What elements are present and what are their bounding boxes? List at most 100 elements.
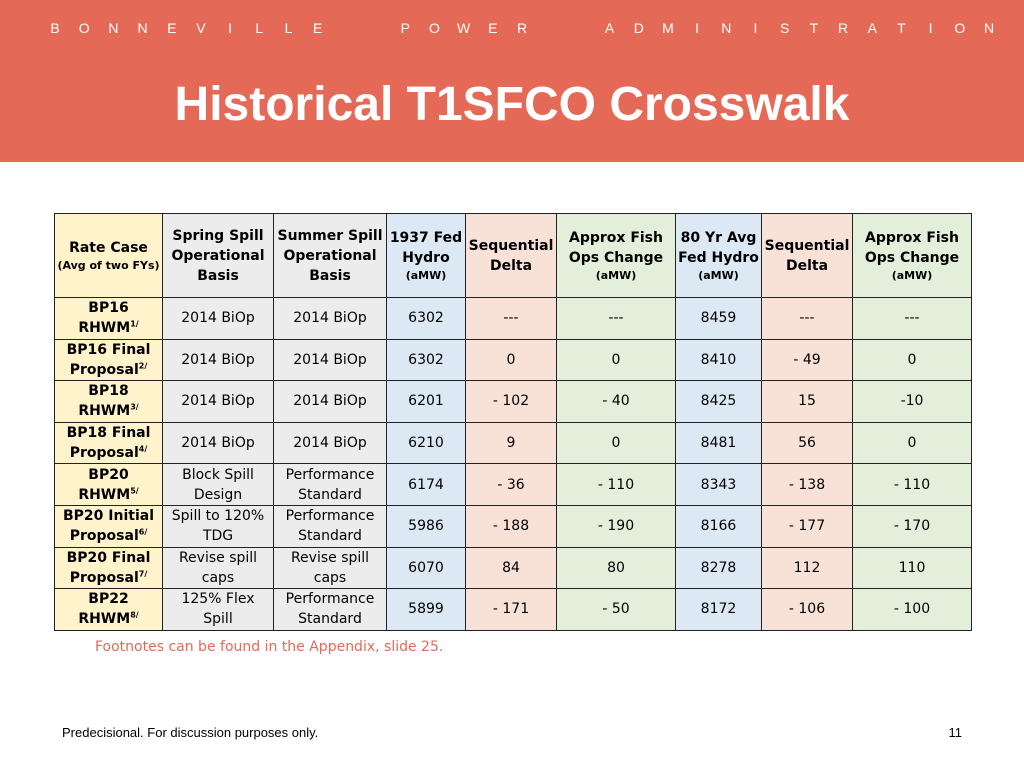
fish-ops-change-1937-cell: - 190 [556, 504, 676, 548]
footnote-marker: 6/ [138, 527, 148, 537]
table-row: BP18 RHWM3/2014 BiOp 2014 BiOp 6201- 102- … [54, 380, 972, 423]
org-letter: N [137, 20, 148, 36]
table-row: BP20 Final Proposal7/Revise spill caps Re… [54, 546, 972, 590]
org-letter [369, 20, 383, 36]
rate-case-label: BP16 RHWM [78, 300, 131, 337]
org-letter: D [633, 20, 644, 36]
org-letter: O [78, 20, 90, 36]
sequential-delta-1937-cell: - 102 [465, 380, 557, 423]
org-letter: E [313, 20, 323, 36]
fish-ops-change-80yr-cell: --- [852, 297, 972, 340]
org-letter: M [662, 20, 674, 36]
rate-case-cell: BP16 Final Proposal2/ [54, 338, 163, 382]
crosswalk-table: Rate Case (Avg of two FYs) Spring Spill Op… [54, 213, 972, 631]
fed-hydro-1937-cell: 6302 [386, 338, 466, 382]
org-letter: P [400, 20, 410, 36]
fish-ops-change-80yr-cell: 0 [852, 421, 972, 465]
footnote-marker: 8/ [130, 610, 139, 620]
table-row: BP20 RHWM5/Block Spill Design Performance… [54, 463, 972, 506]
summer-spill-cell: 2014 BiOp [273, 421, 387, 465]
org-letter: T [897, 20, 906, 36]
org-letter: O [954, 20, 966, 36]
spring-spill-cell: 2014 BiOp [162, 380, 274, 423]
org-letter: T [809, 20, 819, 36]
footnote-reference: Footnotes can be found in the Appendix, … [95, 639, 444, 655]
footnote-marker: 1/ [130, 319, 139, 329]
header-spring-spill: Spring Spill Operational Basis [162, 213, 274, 298]
header-unit: (aMW) [698, 268, 739, 282]
sequential-delta-80yr-cell: - 49 [761, 338, 853, 382]
org-letter: A [867, 20, 877, 36]
spring-spill-cell: 2014 BiOp [162, 297, 274, 340]
footnote-marker: 2/ [138, 361, 148, 371]
rate-case-cell: BP20 Final Proposal7/ [54, 546, 163, 590]
summer-spill-cell: Performance Standard [273, 504, 387, 548]
sequential-delta-80yr-cell: - 177 [761, 504, 853, 548]
fed-hydro-1937-cell: 6210 [386, 421, 466, 465]
rate-case-label: BP18 Final Proposal [66, 425, 151, 462]
spring-spill-cell: 2014 BiOp [162, 338, 274, 382]
org-letter: E [488, 20, 498, 36]
header-label: 1937 Fed Hydro [389, 229, 463, 266]
sequential-delta-80yr-cell: 56 [761, 421, 853, 465]
fed-hydro-1937-cell: 6201 [386, 380, 466, 423]
org-letter: S [780, 20, 790, 36]
table-row: BP22 RHWM8/125% Flex Spill Performance St… [54, 588, 972, 631]
fed-hydro-1937-cell: 6070 [386, 546, 466, 590]
fish-ops-change-1937-cell: - 40 [556, 380, 676, 423]
rate-case-cell: BP22 RHWM8/ [54, 588, 163, 631]
title-banner: B O N N E V I L L E P O W E R A D M I N I S T R A T I O N Historic… [0, 0, 1024, 162]
fish-ops-change-80yr-cell: 0 [852, 338, 972, 382]
org-letter: B [50, 20, 60, 36]
org-letter: O [428, 20, 440, 36]
fish-ops-change-1937-cell: - 50 [556, 588, 676, 631]
footnote-marker: 3/ [130, 402, 139, 412]
fish-ops-change-80yr-cell: -10 [852, 380, 972, 423]
org-letter: L [255, 20, 264, 36]
sequential-delta-1937-cell: 84 [465, 546, 557, 590]
org-letter [340, 20, 354, 36]
org-letter [573, 20, 587, 36]
sequential-delta-80yr-cell: - 138 [761, 463, 853, 506]
rate-case-label: BP16 Final Proposal [66, 341, 151, 378]
summer-spill-cell: 2014 BiOp [273, 338, 387, 382]
fish-ops-change-1937-cell: 80 [556, 546, 676, 590]
header-label: Sequential Delta [764, 237, 850, 274]
fed-hydro-80yr-cell: 8410 [675, 338, 762, 382]
header-fish-ops-change-80yr: Approx Fish Ops Change (aMW) [852, 213, 972, 298]
org-letter: I [695, 20, 700, 36]
rate-case-cell: BP16 RHWM1/ [54, 297, 163, 340]
rate-case-label: BP20 Initial Proposal [63, 508, 154, 545]
table-row: BP18 Final Proposal4/2014 BiOp 2014 BiOp 6… [54, 421, 972, 465]
sequential-delta-80yr-cell: 112 [761, 546, 853, 590]
sequential-delta-1937-cell: - 188 [465, 504, 557, 548]
fed-hydro-1937-cell: 5899 [386, 588, 466, 631]
fed-hydro-80yr-cell: 8343 [675, 463, 762, 506]
summer-spill-cell: 2014 BiOp [273, 380, 387, 423]
table-row: BP20 Initial Proposal6/Spill to 120% TDG… [54, 504, 972, 548]
fed-hydro-80yr-cell: 8166 [675, 504, 762, 548]
fed-hydro-80yr-cell: 8425 [675, 380, 762, 423]
footnote-marker: 4/ [138, 444, 148, 454]
fish-ops-change-80yr-cell: - 170 [852, 504, 972, 548]
rate-case-label: BP22 RHWM [78, 591, 131, 628]
org-letter: N [983, 20, 995, 36]
sequential-delta-80yr-cell: - 106 [761, 588, 853, 631]
rate-case-cell: BP18 Final Proposal4/ [54, 421, 163, 465]
org-letter: E [167, 20, 177, 36]
summer-spill-cell: Performance Standard [273, 463, 387, 506]
header-label: 80 Yr Avg Fed Hydro [678, 229, 759, 266]
disclaimer: Predecisional. For discussion purposes o… [62, 725, 319, 740]
page-number: 11 [948, 725, 963, 740]
sequential-delta-1937-cell: --- [465, 297, 557, 340]
table-header-row: Rate Case (Avg of two FYs) Spring Spill Op… [54, 213, 972, 298]
fed-hydro-80yr-cell: 8278 [675, 546, 762, 590]
fed-hydro-1937-cell: 6302 [386, 297, 466, 340]
sequential-delta-80yr-cell: 15 [761, 380, 853, 423]
rate-case-label: BP18 RHWM [78, 383, 131, 420]
org-letter: A [604, 20, 615, 36]
summer-spill-cell: Revise spill caps [273, 546, 387, 590]
sequential-delta-80yr-cell: --- [761, 297, 853, 340]
org-letter: L [284, 20, 293, 36]
